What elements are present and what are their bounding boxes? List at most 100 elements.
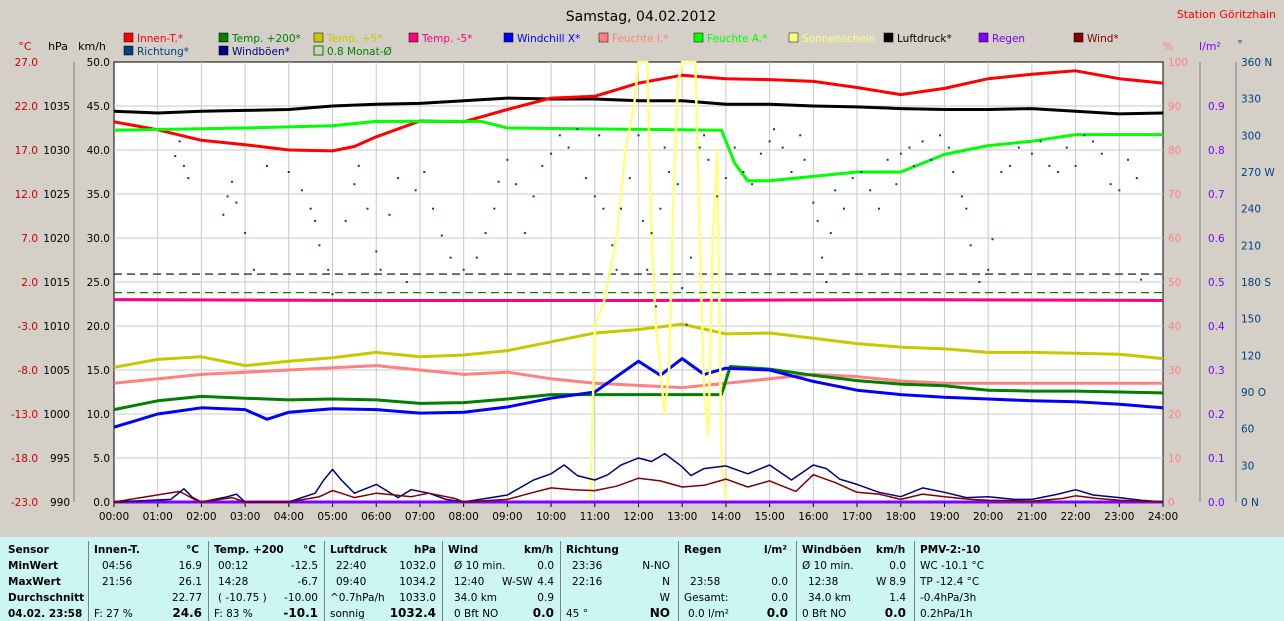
direction-point xyxy=(414,189,417,192)
ytick-hpa: 1030 xyxy=(43,145,70,157)
ytick-hpa: 1025 xyxy=(43,189,70,201)
stats-regen-header: Regen xyxy=(684,544,722,556)
direction-point xyxy=(397,177,400,180)
ytick-rain: 0.0 xyxy=(1208,497,1225,509)
legend-luftdruck-label: Luftdruck* xyxy=(897,33,952,45)
direction-point xyxy=(449,256,452,259)
ytick-hpa: 1005 xyxy=(43,365,70,377)
direction-point xyxy=(1140,278,1143,281)
ytick-direction: 210 xyxy=(1241,240,1261,252)
legend-wind-swatch xyxy=(1073,32,1084,43)
direction-point xyxy=(908,146,911,149)
xtick-label: 06:00 xyxy=(361,511,391,523)
ytick-kmh: 20.0 xyxy=(87,321,110,333)
direction-point xyxy=(266,164,268,167)
stats-pmv-header: PMV-2:-10 xyxy=(920,544,981,556)
ytick-celsius: -3.0 xyxy=(18,321,39,333)
ytick-rain: 0.3 xyxy=(1208,365,1225,377)
stats-boeen-r1-val: 0.0 xyxy=(889,560,906,572)
stats-wind-r3-label: 34.0 km xyxy=(454,592,498,604)
direction-point xyxy=(602,207,605,210)
series-group xyxy=(113,60,1164,504)
stats-boeen-r2-dir: W xyxy=(876,576,887,588)
ytick-kmh: 30.0 xyxy=(87,233,110,245)
stats-boeen-r2-val: 8.9 xyxy=(889,576,906,588)
ytick-percent: 70 xyxy=(1168,189,1181,201)
ytick-celsius: -23.0 xyxy=(11,497,38,509)
ytick-celsius: 17.0 xyxy=(15,145,38,157)
legend-regen-label: Regen xyxy=(992,33,1025,45)
direction-point xyxy=(432,207,435,210)
ytick-direction: 150 xyxy=(1241,314,1261,326)
stats-luftdruck-max-val: 1034.2 xyxy=(399,576,436,588)
legend-luftdruck-swatch xyxy=(883,32,894,43)
ytick-percent: 60 xyxy=(1168,233,1181,245)
legend-temp-5-swatch xyxy=(313,32,324,43)
stats-temp200-min-val: -12.5 xyxy=(290,560,318,572)
series-temp-200 xyxy=(113,365,1164,412)
direction-point xyxy=(222,213,225,216)
ytick-kmh: 0.0 xyxy=(93,497,110,509)
stats-regen-unit: l/m² xyxy=(764,544,787,556)
stats-innen-min-time: 04:56 xyxy=(102,560,133,572)
stats-boeen-r2-time: 12:38 xyxy=(808,576,839,588)
stats-pmv-r3: -0.4hPa/3h xyxy=(920,592,977,604)
direction-point xyxy=(1030,152,1033,155)
legend-temp-200-label: Temp. +200* xyxy=(231,33,301,45)
direction-point xyxy=(781,146,784,149)
direction-point xyxy=(484,232,487,235)
direction-point xyxy=(309,207,312,210)
ytick-hpa: 1015 xyxy=(43,277,70,289)
direction-point xyxy=(825,281,828,283)
direction-point xyxy=(558,134,561,137)
direction-point xyxy=(698,146,701,149)
xtick-label: 22:00 xyxy=(1060,511,1090,523)
xtick-label: 24:00 xyxy=(1148,511,1178,523)
xtick-label: 14:00 xyxy=(711,511,741,523)
direction-point xyxy=(423,171,426,173)
direction-point xyxy=(724,177,727,180)
stats-temp200-header: Temp. +200 xyxy=(214,544,284,556)
direction-point xyxy=(655,305,657,308)
stats-regen-r3-label: Gesamt: xyxy=(684,592,729,604)
ytick-kmh: 25.0 xyxy=(87,277,110,289)
stats-innen-unit: °C xyxy=(186,544,199,556)
stats-wind-r2-val: 4.4 xyxy=(537,576,554,588)
xtick-label: 03:00 xyxy=(230,511,260,523)
ytick-rain: 0.5 xyxy=(1208,277,1225,289)
stats-luftdruck-max-time: 09:40 xyxy=(336,576,367,588)
direction-point xyxy=(751,183,754,186)
direction-point xyxy=(178,140,181,143)
direction-point xyxy=(357,164,360,167)
direction-point xyxy=(812,201,815,204)
xtick-label: 17:00 xyxy=(842,511,872,523)
stats-luftdruck-avg-label: ^0.7hPa/h xyxy=(330,592,385,604)
stats-regen-r2-val: 0.0 xyxy=(771,576,788,588)
direction-point xyxy=(1074,164,1077,167)
ytick-celsius: 22.0 xyxy=(15,101,38,113)
xtick-label: 08:00 xyxy=(449,511,479,523)
plot-grid xyxy=(114,62,1163,502)
direction-point xyxy=(375,250,378,253)
ytick-percent: 50 xyxy=(1168,277,1181,289)
series-sonnenschein xyxy=(114,60,1163,504)
direction-point xyxy=(523,232,526,235)
direction-point xyxy=(628,177,631,180)
ytick-celsius: -8.0 xyxy=(18,365,39,377)
direction-point xyxy=(331,293,334,296)
direction-point xyxy=(960,195,963,198)
direction-point xyxy=(353,183,356,186)
xtick-label: 10:00 xyxy=(536,511,566,523)
direction-point xyxy=(405,281,408,283)
direction-point xyxy=(733,146,736,149)
legend-richtung-label: Richtung* xyxy=(137,46,189,58)
stats-pmv-r1: WC -10.1 °C xyxy=(920,560,985,572)
xtick-label: 20:00 xyxy=(973,511,1003,523)
stats-temp200-avg: -10.00 xyxy=(284,592,318,604)
direction-point xyxy=(646,268,649,271)
ytick-hpa: 1020 xyxy=(43,233,70,245)
ytick-kmh: 5.0 xyxy=(93,453,110,465)
direction-point xyxy=(834,189,837,192)
direction-point xyxy=(1048,164,1051,167)
xtick-label: 23:00 xyxy=(1104,511,1134,523)
